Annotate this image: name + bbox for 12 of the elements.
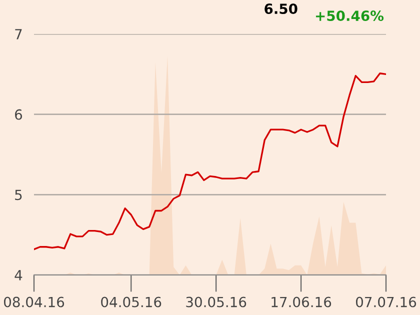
x-tick-label: 07.07.16 [356, 296, 416, 308]
text: 6.50 [264, 4, 298, 14]
text: +50.46% [316, 10, 384, 22]
y-tick-label: 6 [15, 109, 22, 120]
x-tick-label: 04.05.16 [101, 296, 162, 308]
x-tick-label: 08.04.16 [4, 296, 64, 308]
y-tick-label: 5 [15, 190, 22, 200]
x-tick-label: 30.05.16 [186, 296, 246, 308]
y-tick-label: 7 [15, 29, 22, 40]
line-series [34, 72, 386, 250]
x-tick-label: 17.06.16 [272, 296, 332, 308]
y-tick-label: 4 [14, 270, 22, 280]
